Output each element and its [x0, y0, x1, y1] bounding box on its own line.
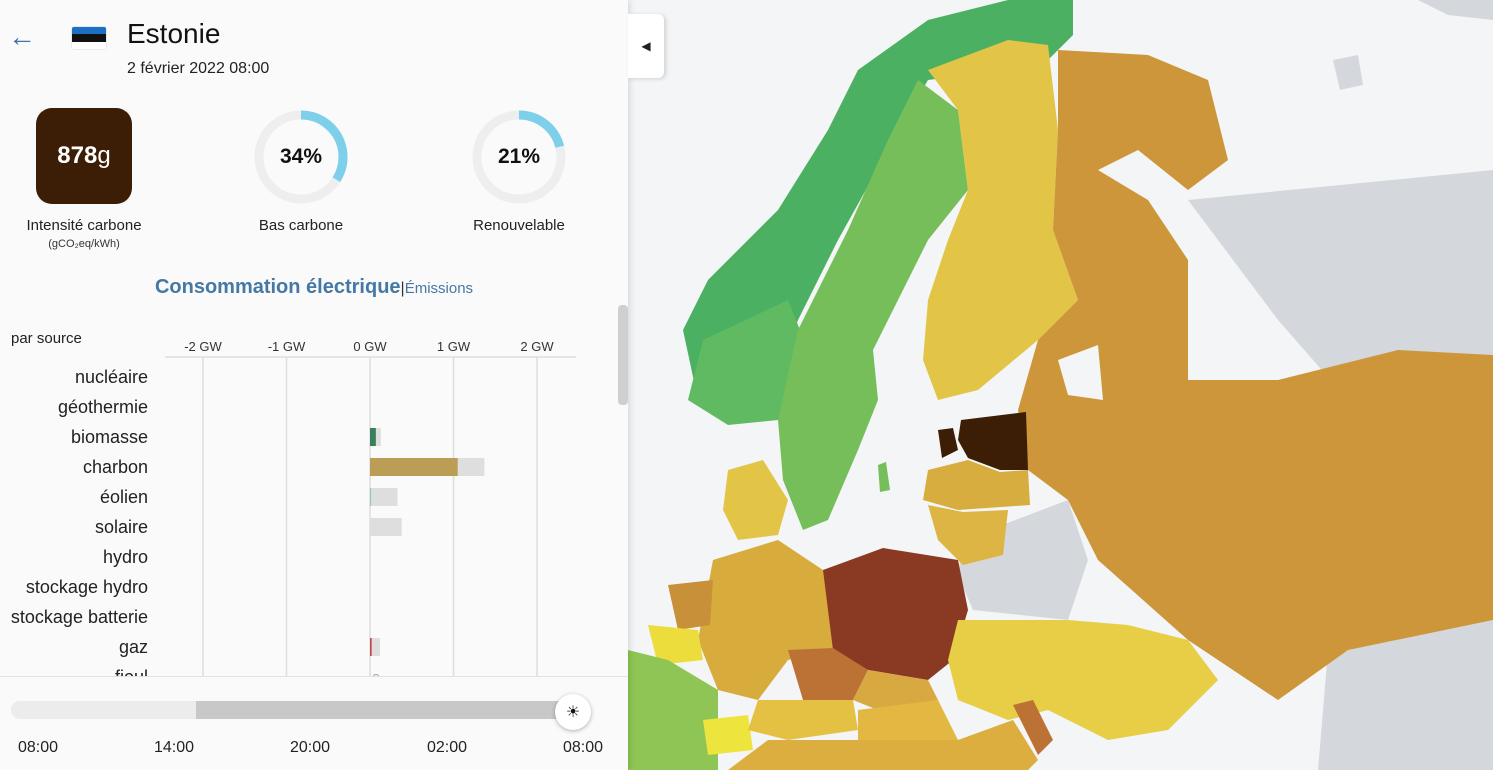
- tab-emissions[interactable]: Émissions: [404, 280, 474, 297]
- category-label: éolien: [100, 487, 148, 507]
- low-carbon-value: 34%: [279, 145, 323, 168]
- renewable-value: 21%: [497, 145, 541, 168]
- low-carbon-gauge[interactable]: 34%: [252, 108, 350, 206]
- production-bar: [370, 638, 372, 656]
- timeline-track-fill: [195, 701, 579, 719]
- zone-details-panel: ← Estonie 2 février 2022 08:00 878 g Inte…: [0, 0, 628, 770]
- map[interactable]: [628, 0, 1493, 770]
- map-region-norway-south[interactable]: [688, 300, 808, 425]
- category-label: gaz: [119, 637, 148, 657]
- category-label: hydro: [103, 547, 148, 567]
- map-region-estonia[interactable]: [958, 412, 1028, 470]
- map-region-germany[interactable]: [698, 540, 833, 700]
- map-region-gotland[interactable]: [878, 462, 890, 492]
- map-region-romania[interactable]: [958, 720, 1038, 770]
- map-region-austria[interactable]: [748, 700, 858, 740]
- map-canvas[interactable]: [628, 0, 1493, 770]
- panel-scrollbar[interactable]: [618, 305, 628, 405]
- capacity-bar: [370, 488, 398, 506]
- timeline: ☀ 08:00 14:00 20:00 02:00 08:00: [0, 676, 628, 770]
- sun-icon[interactable]: ☀: [555, 694, 591, 730]
- timeline-label: 08:00: [18, 739, 59, 756]
- timeline-label: 14:00: [154, 739, 195, 756]
- timeline-track[interactable]: [11, 701, 579, 719]
- production-bar: [370, 458, 458, 476]
- panel-header: ← Estonie 2 février 2022 08:00: [0, 0, 628, 90]
- map-region-czechia[interactable]: [788, 648, 868, 700]
- chart-subtitle: par source: [11, 330, 82, 347]
- map-region-poland[interactable]: [823, 548, 968, 680]
- flag-icon: [72, 27, 106, 49]
- map-region-belgium[interactable]: [648, 625, 703, 665]
- capacity-bar: [370, 518, 402, 536]
- category-label: géothermie: [58, 397, 148, 417]
- production-bar: [370, 428, 376, 446]
- gauge-fill: [254, 110, 348, 204]
- map-region-finland[interactable]: [923, 40, 1078, 400]
- map-region-russia[interactable]: [1018, 50, 1493, 700]
- carbon-intensity-sublabel: (gCO₂eq/kWh): [48, 238, 120, 250]
- x-tick-label: 2 GW: [520, 339, 554, 354]
- tab-consumption[interactable]: Consommation électrique: [154, 276, 401, 298]
- back-arrow-icon[interactable]: ←: [8, 21, 36, 52]
- x-tick-label: -1 GW: [268, 339, 306, 354]
- carbon-intensity-box[interactable]: 878 g: [36, 108, 132, 204]
- map-region-latvia[interactable]: [923, 460, 1030, 510]
- collapse-panel-button[interactable]: ◀: [628, 14, 664, 78]
- datetime: 2 février 2022 08:00: [127, 60, 270, 77]
- map-region-svalbard[interactable]: [1333, 55, 1363, 90]
- flag-stripe-top: [72, 27, 106, 35]
- production-chart: -2 GW -1 GW 0 GW 1 GW 2 GW nucléaire géothermi…: [11, 339, 576, 680]
- map-region-lithuania[interactable]: [928, 505, 1008, 565]
- map-region-saaremaa[interactable]: [938, 428, 958, 458]
- x-tick-label: -2 GW: [184, 339, 222, 354]
- category-label: nucléaire: [75, 367, 148, 387]
- carbon-intensity-value: 878: [57, 142, 98, 169]
- country-name: Estonie: [127, 18, 221, 49]
- renewable-gauge[interactable]: 21%: [470, 108, 568, 206]
- timeline-label: 02:00: [427, 739, 468, 756]
- low-carbon-label: Bas carbone: [258, 217, 344, 234]
- tab-separator: |: [400, 280, 405, 297]
- map-region-kola-lake[interactable]: [1058, 345, 1103, 400]
- category-label: stockage batterie: [11, 607, 148, 627]
- carbon-intensity-label: Intensité carbone: [26, 217, 142, 234]
- map-region-balkans[interactable]: [728, 740, 1028, 770]
- flag-stripe-bottom: [72, 41, 106, 49]
- x-tick-label: 0 GW: [353, 339, 387, 354]
- map-region-sweden[interactable]: [778, 80, 968, 530]
- map-region-greenland[interactable]: [1418, 0, 1493, 20]
- category-label: biomasse: [71, 427, 148, 447]
- timeline-label: 20:00: [290, 739, 331, 756]
- timeline-label: 08:00: [563, 739, 604, 756]
- renewable-label: Renouvelable: [473, 217, 565, 234]
- map-region-east-nodata[interactable]: [1318, 620, 1493, 770]
- map-region-france[interactable]: [628, 650, 718, 770]
- capacity-bar: [370, 638, 381, 656]
- gauge-fill: [472, 110, 566, 204]
- production-bar: [370, 488, 371, 506]
- map-region-netherlands[interactable]: [668, 580, 713, 630]
- unknown-marker: ?: [372, 671, 379, 680]
- map-region-switzerland[interactable]: [703, 715, 753, 755]
- category-label: stockage hydro: [26, 577, 148, 597]
- category-label: solaire: [95, 517, 148, 537]
- chart-tabs: Consommation électrique|Émissions: [0, 276, 628, 299]
- map-region-denmark[interactable]: [723, 460, 788, 540]
- category-label: charbon: [83, 457, 148, 477]
- map-region-slovakia[interactable]: [853, 670, 938, 710]
- flag-stripe-middle: [72, 34, 106, 42]
- map-region-moldova[interactable]: [1013, 700, 1053, 755]
- x-tick-label: 1 GW: [437, 339, 471, 354]
- carbon-intensity-unit: g: [97, 142, 111, 169]
